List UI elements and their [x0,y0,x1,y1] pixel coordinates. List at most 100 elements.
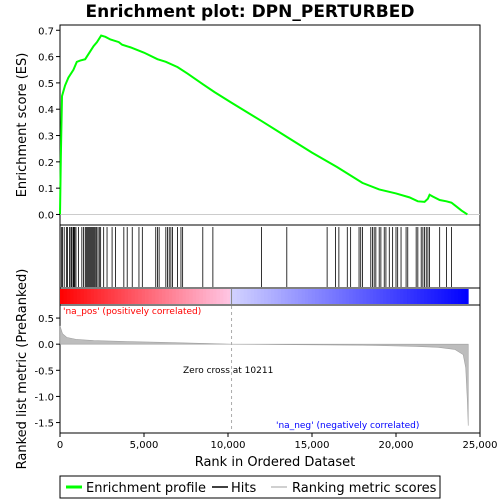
y-tick-label-top: 0.6 [38,53,54,64]
rank-band-segment [124,289,129,304]
es-series [59,34,480,216]
rank-band-segment [80,289,85,304]
y-axis-title-top: Enrichment score (ES) [15,53,30,198]
rank-band-segment [332,289,336,304]
rank-band-segment [196,289,200,304]
rank-band-segment [461,289,466,304]
rank-band-segment [260,289,265,304]
rank-band-segment [199,289,204,304]
rank-band-segment [66,289,71,304]
rank-band-segment [104,289,109,304]
y-tick-label-top: 0.2 [38,158,54,169]
rank-band-segment [250,289,255,304]
rank-band-segment [458,289,462,304]
hits-panel [59,224,481,289]
rank-band-segment [148,289,153,304]
rank-band-segment [291,289,296,304]
rank-band-segment [192,289,197,304]
rank-band-segment [315,289,319,304]
y-tick-label-bottom: 0.0 [38,340,54,351]
rank-band-segment [427,289,432,304]
rank-band-segment [60,289,64,304]
rank-band-segment [73,289,78,304]
rank-band-segment [63,289,68,304]
annotation-positive: 'na_pos' (positively correlated) [63,307,201,317]
rank-band-segment [342,289,347,304]
rank-band-segment [233,289,238,304]
y-tick-label-bottom: -1.5 [34,419,54,430]
rank-band-segment [83,289,88,304]
legend-box [59,475,441,499]
rank-band-segment [335,289,340,304]
rank-band-segment [393,289,398,304]
rank-band-segment [77,289,81,304]
es-panel [59,24,481,226]
y-tick-label-top: 0.7 [38,26,54,37]
rank-band-segment [175,289,180,304]
rank-band-segment [243,289,248,304]
rank-band-segment [151,289,156,304]
annotation-zero-cross: Zero cross at 10211 [183,366,273,376]
rank-band-segment [219,289,224,304]
annotation-negative: 'na_neg' (negatively correlated) [276,421,419,431]
rank-band-segment [372,289,377,304]
rank-color-band [60,289,469,304]
rank-band-segment [165,289,170,304]
rank-band-segment [270,289,275,304]
rank-band-segment [417,289,422,304]
x-tick-label: 25,000 [463,440,498,451]
rank-band-segment [345,289,350,304]
legend-label-hits: Hits [231,481,256,496]
rank-band-segment [413,289,418,304]
y-tick-label-top: 0.0 [38,210,54,221]
rank-band-segment [179,289,183,304]
rank-band-segment [182,289,187,304]
rank-band-segment [437,289,442,304]
rank-band-segment [162,289,166,304]
rank-band-segment [420,289,425,304]
rank-band-segment [206,289,211,304]
rank-band-segment [223,289,228,304]
rank-band-segment [277,289,282,304]
rank-band-segment [464,289,469,304]
rank-band-segment [240,289,245,304]
rank-band-segment [318,289,323,304]
rank-band-segment [304,289,309,304]
metric-series [59,306,469,432]
rank-band-segment [355,289,360,304]
enrichment-profile-line [59,34,468,216]
metric-panel [59,304,481,434]
rank-band-segment [294,289,299,304]
axes: 0.0 0.1 0.2 0.3 0.4 0.5 0.6 0.7 0.5 0.0 -0.5 -1.0 -1… [34,26,497,451]
rank-band-segment [209,289,214,304]
rank-band-segment [216,289,221,304]
x-tick-label: 20,000 [379,440,414,451]
rank-band-segment [362,289,367,304]
rank-band-segment [366,289,370,304]
metric-area [59,325,469,426]
y-tick-label-top: 0.4 [38,105,54,116]
rank-band-segment [383,289,387,304]
rank-band-segment [114,289,119,304]
rank-band-segment [444,289,449,304]
y-tick-label-top: 0.1 [38,184,54,195]
rank-band-segment [407,289,411,304]
rank-band-segment [247,289,251,304]
rank-band-segment [274,289,279,304]
rank-band-segment [202,289,207,304]
rank-band-segment [386,289,391,304]
rank-band-segment [145,289,149,304]
x-tick-label: 0 [57,440,63,451]
rank-band-segment [287,289,292,304]
rank-band-segment [359,289,364,304]
rank-band-segment [328,289,333,304]
rank-band-segment [236,289,241,304]
rank-band-segment [172,289,177,304]
rank-band-segment [121,289,126,304]
x-tick-label: 5,000 [130,440,159,451]
rank-band-segment [369,289,374,304]
rank-band-segment [70,289,75,304]
rank-band-segment [349,289,353,304]
rank-band-segment [158,289,163,304]
